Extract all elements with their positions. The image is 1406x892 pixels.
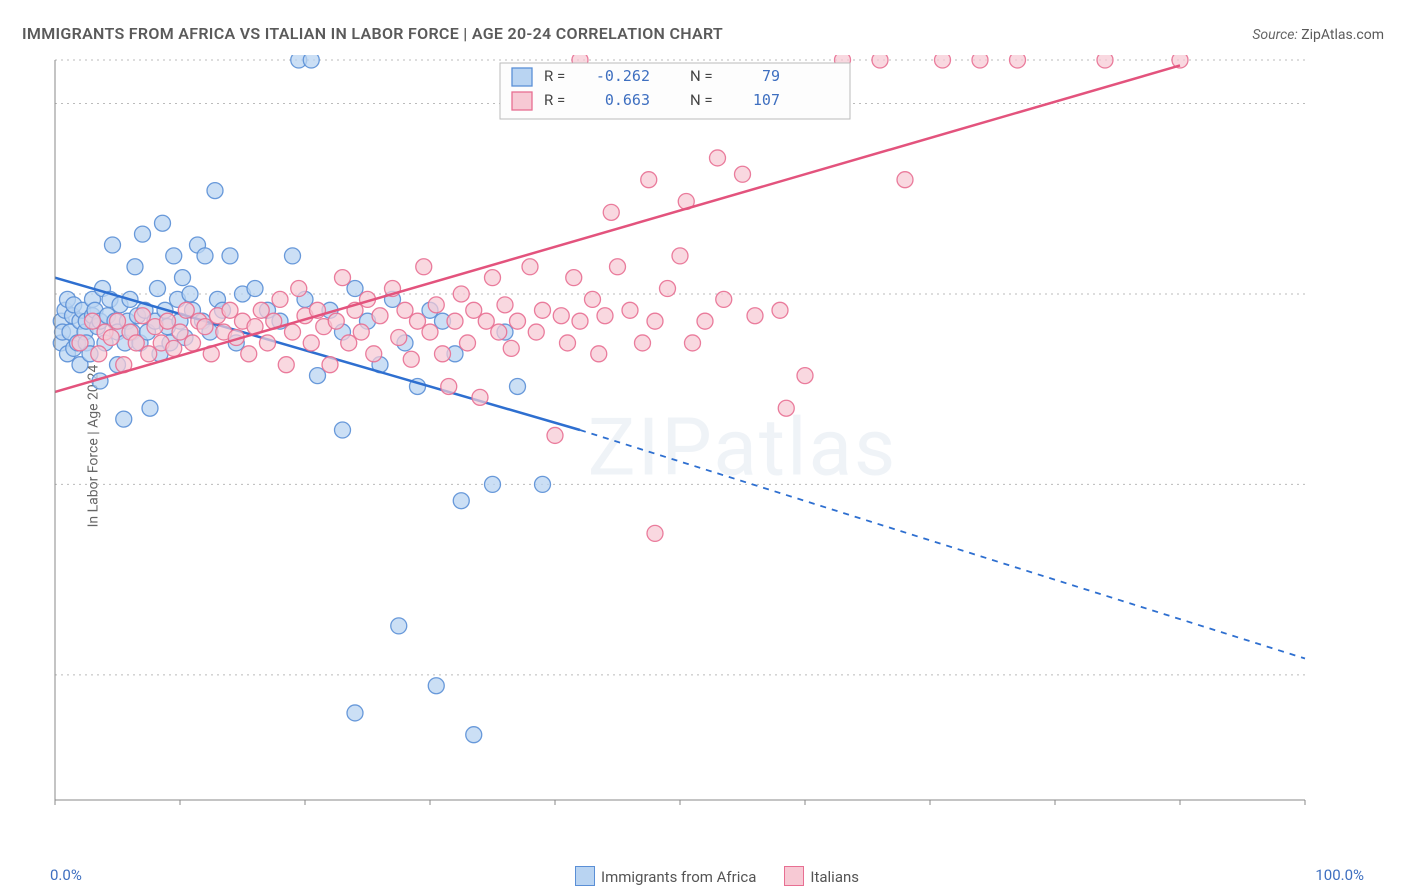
legend-swatch — [784, 866, 804, 886]
header: IMMIGRANTS FROM AFRICA VS ITALIAN IN LAB… — [22, 24, 1384, 43]
legend-label: Immigrants from Africa — [601, 868, 756, 886]
svg-text:107: 107 — [753, 91, 780, 109]
x-min-label: 0.0% — [50, 866, 82, 884]
legend-label: Italians — [810, 868, 859, 886]
svg-text:R =: R = — [544, 91, 565, 109]
chart-svg: ZIPatlas47.5%65.0%82.5%100.0%R =-0.262N … — [50, 55, 1310, 805]
source-value: ZipAtlas.com — [1301, 27, 1384, 43]
legend-swatch — [575, 866, 595, 886]
svg-text:N =: N = — [690, 67, 713, 85]
source-label: Source: — [1252, 27, 1301, 43]
chart-title: IMMIGRANTS FROM AFRICA VS ITALIAN IN LAB… — [22, 24, 723, 43]
source-attribution: Source: ZipAtlas.com — [1252, 27, 1384, 43]
x-max-label: 100.0% — [1315, 866, 1364, 884]
svg-text:0.663: 0.663 — [605, 91, 650, 109]
svg-text:R =: R = — [544, 67, 565, 85]
svg-text:N =: N = — [690, 91, 713, 109]
regression-ext-africa — [580, 430, 1305, 659]
svg-text:-0.262: -0.262 — [596, 67, 650, 85]
svg-text:79: 79 — [762, 67, 780, 85]
plot-area: ZIPatlas47.5%65.0%82.5%100.0%R =-0.262N … — [50, 55, 1310, 805]
bottom-legend: 0.0% Immigrants from Africa Italians 100.0% — [0, 866, 1406, 886]
series-africa — [53, 55, 1305, 743]
